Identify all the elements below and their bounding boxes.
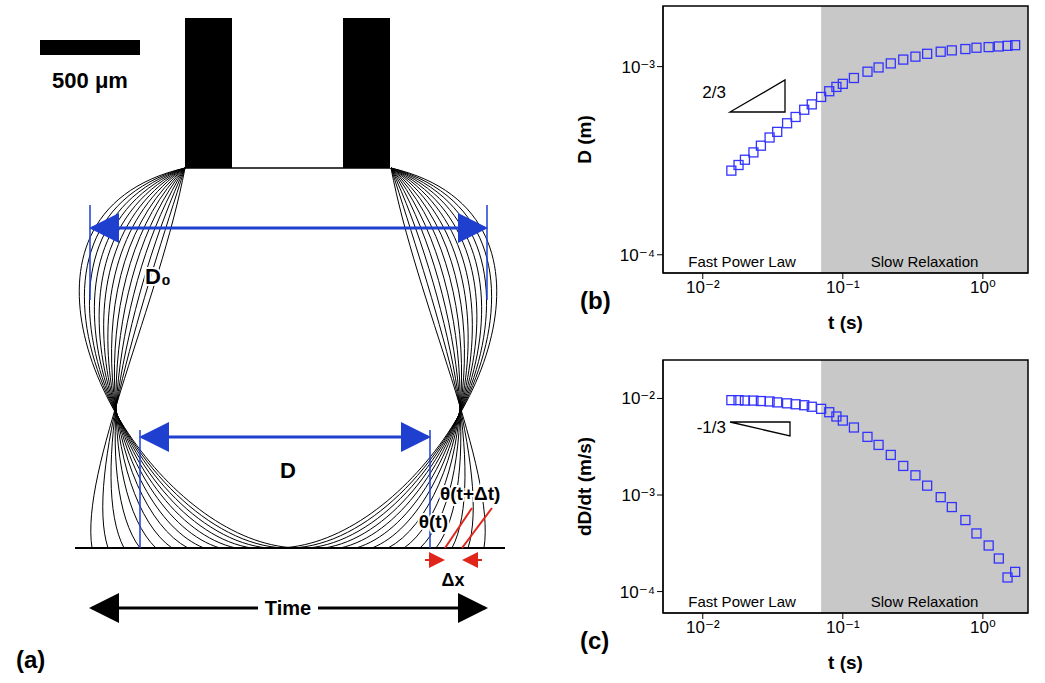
svg-text:Slow Relaxation: Slow Relaxation	[871, 253, 979, 270]
svg-text:D: D	[280, 458, 296, 483]
svg-text:t (s): t (s)	[828, 652, 863, 673]
svg-text:10⁻¹: 10⁻¹	[826, 618, 860, 637]
svg-text:(a): (a)	[16, 646, 45, 673]
svg-text:2/3: 2/3	[702, 83, 726, 102]
svg-text:Time: Time	[265, 597, 311, 619]
svg-text:10⁻²: 10⁻²	[621, 389, 655, 408]
svg-text:Fast Power Law: Fast Power Law	[688, 253, 796, 270]
svg-text:10⁻²: 10⁻²	[686, 278, 720, 297]
svg-text:t (s): t (s)	[828, 312, 863, 333]
html-text:(b): (b)	[580, 287, 611, 314]
svg-text:10⁻¹: 10⁻¹	[826, 278, 860, 297]
svg-text:10⁰: 10⁰	[970, 618, 996, 637]
svg-text:10⁻²: 10⁻²	[686, 618, 720, 637]
svg-text:Slow Relaxation: Slow Relaxation	[871, 593, 979, 610]
svg-text:-1/3: -1/3	[697, 418, 726, 437]
svg-text:10⁰: 10⁰	[970, 278, 996, 297]
html-text:(c): (c)	[580, 627, 610, 654]
svg-text:θ(t): θ(t)	[419, 511, 448, 532]
svg-text:Δx: Δx	[442, 570, 465, 590]
svg-text:10⁻³: 10⁻³	[621, 486, 655, 505]
svg-text:Fast Power Law: Fast Power Law	[688, 593, 796, 610]
svg-text:θ(t+Δt): θ(t+Δt)	[440, 483, 500, 504]
svg-text:10⁻⁴: 10⁻⁴	[620, 583, 655, 602]
svg-text:500 μm: 500 μm	[52, 68, 128, 93]
svg-text:10⁻³: 10⁻³	[621, 58, 655, 77]
svg-text:D₀: D₀	[145, 264, 171, 289]
svg-text:dD/dt (m/s): dD/dt (m/s)	[574, 437, 595, 536]
svg-text:10⁻⁴: 10⁻⁴	[620, 246, 655, 265]
svg-text:D (m): D (m)	[574, 115, 595, 164]
